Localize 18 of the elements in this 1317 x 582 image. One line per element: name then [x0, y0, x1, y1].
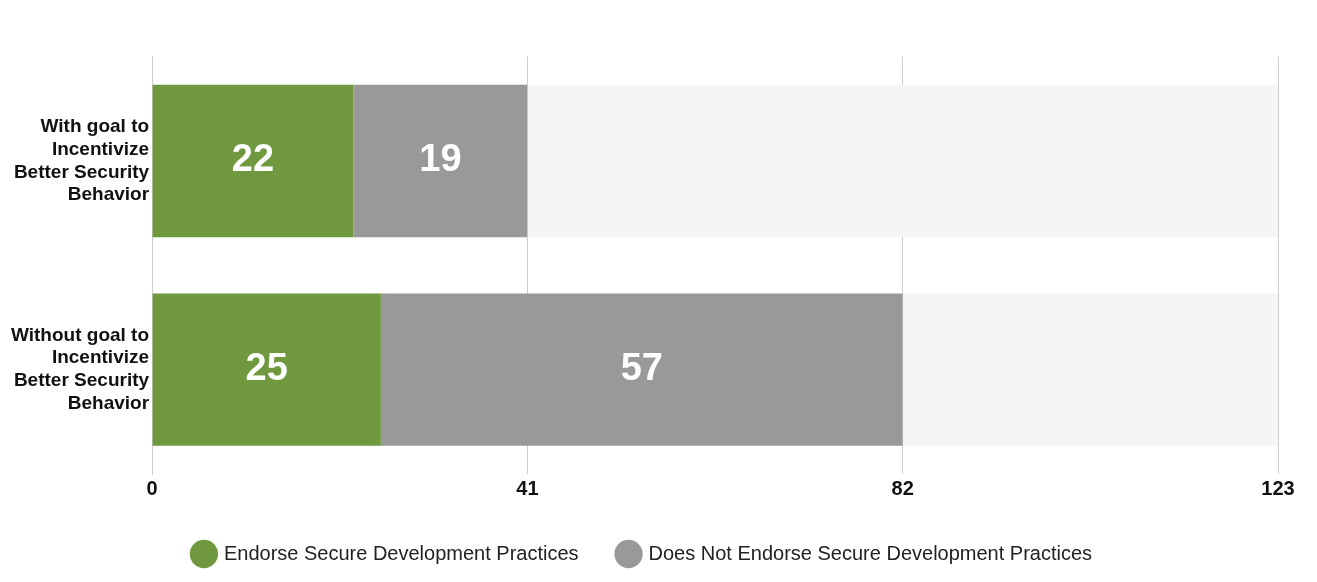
bar — [353, 84, 528, 238]
bar — [902, 293, 1278, 446]
x-tick-label: 41 — [516, 476, 539, 499]
bar — [527, 84, 1278, 238]
x-tick-label: 0 — [146, 476, 158, 499]
bar — [152, 293, 381, 446]
legend-label: Does Not Endorse Secure Development Practices — [648, 541, 1093, 564]
legend-label: Endorse Secure Development Practices — [223, 541, 579, 564]
data-label: 25 — [245, 346, 288, 389]
data-label: 19 — [419, 137, 462, 180]
data-label: 57 — [620, 346, 663, 389]
x-tick-label: 123 — [1261, 476, 1295, 499]
bar — [152, 84, 354, 238]
x-tick-label: 82 — [891, 476, 914, 499]
y-tick-label: With goal to Incentivize Better Security Behavior — [13, 114, 150, 205]
data-label: 22 — [231, 137, 275, 180]
y-tick-label: Without goal to Incentivize Better Security Behavior — [10, 323, 150, 414]
bar — [380, 293, 903, 446]
